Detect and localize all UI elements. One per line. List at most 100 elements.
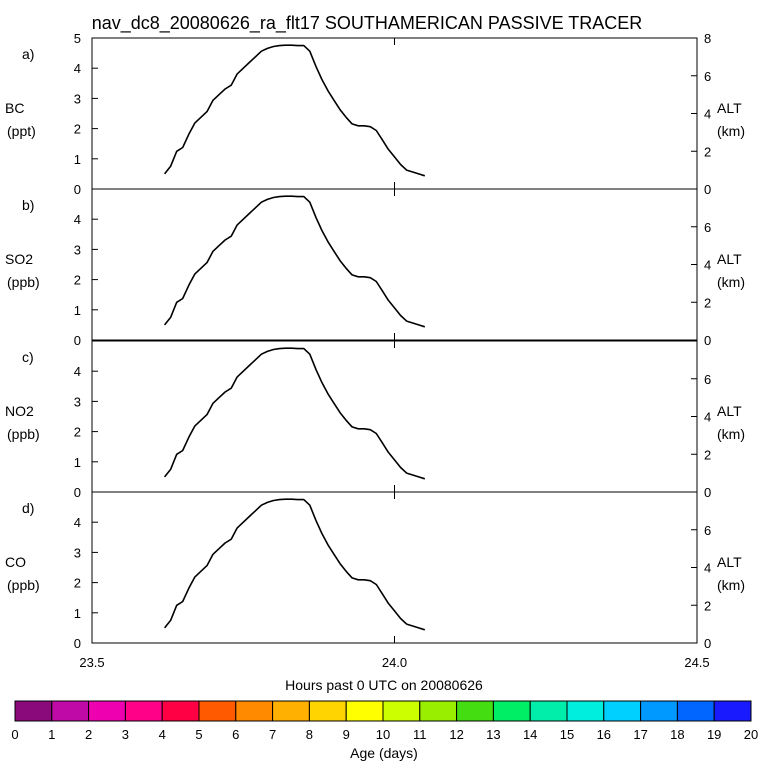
- left-y-tick-label: 4: [74, 61, 81, 76]
- left-y-tick-label: 2: [74, 122, 81, 137]
- colorbar-tick-label: 11: [413, 727, 427, 742]
- panel-species-label: NO2: [5, 403, 34, 419]
- colorbar-label: Age (days): [350, 745, 418, 761]
- colorbar-tick-label: 2: [85, 727, 92, 742]
- right-y-tick-label: 4: [704, 410, 711, 425]
- panel-species-label: BC: [5, 100, 24, 116]
- right-y-tick-label: 6: [704, 523, 711, 538]
- right-axis-label: ALT: [717, 403, 742, 419]
- colorbar-segment: [713, 700, 752, 722]
- colorbar-tick-label: 20: [744, 727, 758, 742]
- right-y-tick-label: 6: [704, 372, 711, 387]
- colorbar-segment: [492, 700, 531, 722]
- colorbar-tick-label: 1: [48, 727, 55, 742]
- panel-unit-label: (ppb): [7, 426, 40, 442]
- colorbar-tick-label: 3: [122, 727, 129, 742]
- altitude-line: [163, 195, 426, 328]
- colorbar-tick-label: 10: [376, 727, 390, 742]
- right-axis-label: ALT: [717, 100, 742, 116]
- colorbar-segment: [529, 700, 568, 722]
- chart-title: nav_dc8_20080626_ra_flt17 SOUTHAMERICAN …: [92, 13, 643, 34]
- left-y-tick-label: 1: [74, 455, 81, 470]
- right-y-tick-label: 2: [704, 598, 711, 613]
- colorbar-segment: [88, 700, 126, 722]
- colorbar-segment: [51, 700, 90, 722]
- left-y-tick-label: 0: [74, 333, 81, 348]
- colorbar-tick-label: 9: [343, 727, 350, 742]
- left-y-tick-label: 4: [74, 515, 81, 530]
- right-y-tick-label: 6: [704, 220, 711, 235]
- colorbar-tick-label: 19: [707, 727, 721, 742]
- left-y-tick-label: 3: [74, 394, 81, 409]
- colorbar-segment: [345, 700, 384, 722]
- colorbar-tick-label: 12: [449, 727, 463, 742]
- left-y-tick-label: 3: [74, 545, 81, 560]
- colorbar-tick-label: 18: [670, 727, 684, 742]
- colorbar-segment: [566, 700, 605, 722]
- panel-letter: d): [22, 500, 34, 516]
- colorbar-tick-label: 7: [269, 727, 276, 742]
- left-y-tick-label: 2: [74, 576, 81, 591]
- colorbar-tick-label: 0: [11, 727, 18, 742]
- right-y-tick-label: 0: [704, 333, 711, 348]
- panel-frame: [91, 188, 698, 341]
- left-y-tick-label: 0: [74, 485, 81, 500]
- right-y-tick-label: 0: [704, 636, 711, 651]
- right-y-tick-label: 2: [704, 144, 711, 159]
- colorbar-tick-label: 4: [159, 727, 166, 742]
- colorbar-segment: [382, 700, 421, 722]
- colorbar-segment: [456, 700, 494, 722]
- panel-unit-label: (ppt): [7, 123, 36, 139]
- colorbar-tick-label: 6: [232, 727, 239, 742]
- left-y-tick-label: 2: [74, 273, 81, 288]
- right-y-tick-label: 6: [704, 69, 711, 84]
- colorbar-segment: [676, 700, 715, 722]
- colorbar-tick-label: 16: [597, 727, 611, 742]
- colorbar-segment: [198, 700, 237, 722]
- panel-no2: 0 1 2 3 4 0 2 4 6 c) NO2 (ppb) ALT (km): [5, 340, 745, 500]
- colorbar-tick-label: 17: [633, 727, 647, 742]
- x-tick-label: 24.0: [382, 655, 407, 670]
- colorbar-tick-label: 8: [306, 727, 313, 742]
- left-y-tick-label: 0: [74, 182, 81, 197]
- colorbar: 0 1 2 3 4 5 6 7 8 9 10 11 12 13 14 15 16 17 18 19 20: [11, 700, 758, 742]
- panel-frame: [91, 37, 698, 190]
- left-y-tick-label: 0: [74, 636, 81, 651]
- colorbar-segment: [161, 700, 200, 722]
- left-y-tick-label: 3: [74, 242, 81, 257]
- colorbar-tick-label: 13: [486, 727, 500, 742]
- right-y-tick-label: 0: [704, 182, 711, 197]
- colorbar-segment: [308, 700, 347, 722]
- colorbar-segment: [14, 700, 53, 722]
- right-y-tick-label: 0: [704, 485, 711, 500]
- panel-unit-label: (ppb): [7, 577, 40, 593]
- colorbar-tick-label: 15: [560, 727, 574, 742]
- panel-so2: 0 1 2 3 4 0 2 4 6 b) SO2 (ppb) ALT (km): [5, 188, 745, 348]
- panel-frame: [91, 491, 698, 644]
- right-y-tick-label: 8: [704, 31, 711, 46]
- panel-unit-label: (ppb): [7, 274, 40, 290]
- right-axis-label: ALT: [717, 251, 742, 267]
- left-y-tick-label: 3: [74, 91, 81, 106]
- panel-letter: c): [22, 349, 34, 365]
- right-y-tick-label: 4: [704, 561, 711, 576]
- right-axis-unit: (km): [717, 577, 745, 593]
- panel-co: 0 1 2 3 4 0 2 4 6 d) CO (ppb) ALT (km): [5, 491, 745, 651]
- panels: 0 1 2 3 4 5 0 2 4 6 8 a) BC (ppt) ALT (km) 0 1 2 3 4 0 2 4 6 b) SO…: [5, 31, 745, 651]
- colorbar-segment: [235, 700, 274, 722]
- right-axis-unit: (km): [717, 123, 745, 139]
- colorbar-segment: [640, 700, 678, 722]
- altitude-line: [163, 347, 426, 480]
- x-axis-label: Hours past 0 UTC on 20080626: [285, 677, 483, 693]
- left-y-tick-label: 1: [74, 303, 81, 318]
- colorbar-segment: [124, 700, 163, 722]
- colorbar-tick-label: 14: [523, 727, 537, 742]
- left-y-tick-label: 2: [74, 425, 81, 440]
- colorbar-segment: [419, 700, 458, 722]
- right-y-tick-label: 2: [704, 447, 711, 462]
- right-y-tick-label: 4: [704, 107, 711, 122]
- altitude-line: [163, 44, 426, 177]
- right-y-tick-label: 2: [704, 295, 711, 310]
- right-axis-unit: (km): [717, 426, 745, 442]
